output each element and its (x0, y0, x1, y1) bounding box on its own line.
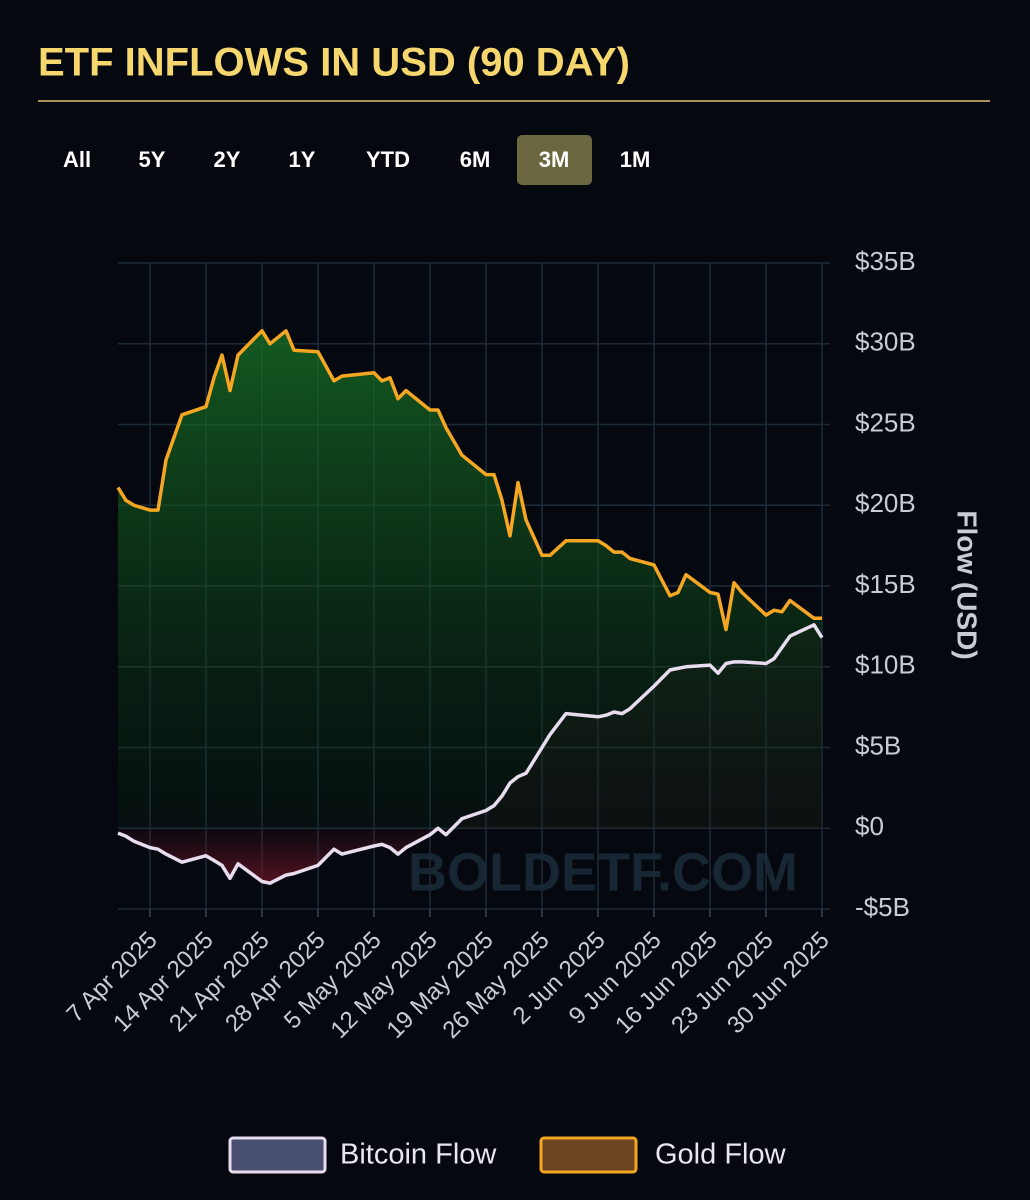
range-button[interactable]: 1Y (289, 147, 316, 172)
y-tick-label: $10B (855, 650, 916, 680)
range-button-label[interactable]: 5Y (139, 147, 166, 172)
range-button-label[interactable]: 1Y (289, 147, 316, 172)
watermark: BOLDETF.COM (408, 842, 798, 902)
y-tick-label: $30B (855, 327, 916, 357)
legend-swatch (539, 1136, 638, 1174)
range-button[interactable]: 1M (620, 147, 651, 172)
range-buttons: All 5Y 2Y 1Y YTD 6M 3M 1M (63, 135, 650, 185)
range-button[interactable]: 2Y (214, 147, 241, 172)
range-button[interactable]: 3M (517, 135, 592, 185)
range-button-label[interactable]: All (63, 147, 91, 172)
legend-swatch (228, 1136, 327, 1174)
range-button[interactable]: 6M (460, 147, 491, 172)
range-button-label[interactable]: 3M (539, 147, 570, 172)
range-button-label[interactable]: 6M (460, 147, 491, 172)
area-fill (118, 330, 822, 829)
y-tick-label: $20B (855, 488, 916, 518)
range-button-label[interactable]: YTD (366, 147, 410, 172)
y-axis-title: Flow (USD) (952, 510, 983, 659)
y-tick-label: $0 (855, 811, 884, 841)
legend-label: Bitcoin Flow (340, 1139, 497, 1171)
chart-title: ETF INFLOWS IN USD (90 DAY) (38, 41, 630, 85)
range-button[interactable]: All (63, 147, 91, 172)
range-button-label[interactable]: 2Y (214, 147, 241, 172)
y-tick-label: $25B (855, 407, 916, 437)
series-line (117, 623, 824, 885)
active-button-bg[interactable] (517, 135, 592, 185)
range-button[interactable]: 5Y (139, 147, 166, 172)
series-line (116, 329, 822, 632)
range-button-label[interactable]: 1M (620, 147, 651, 172)
y-tick-label: -$5B (855, 892, 910, 922)
y-tick-label: $5B (855, 730, 901, 760)
y-tick-label: $15B (855, 569, 916, 599)
y-tick-label: $35B (855, 246, 916, 276)
legend-label: Gold Flow (655, 1139, 787, 1171)
range-button[interactable]: YTD (366, 147, 410, 172)
